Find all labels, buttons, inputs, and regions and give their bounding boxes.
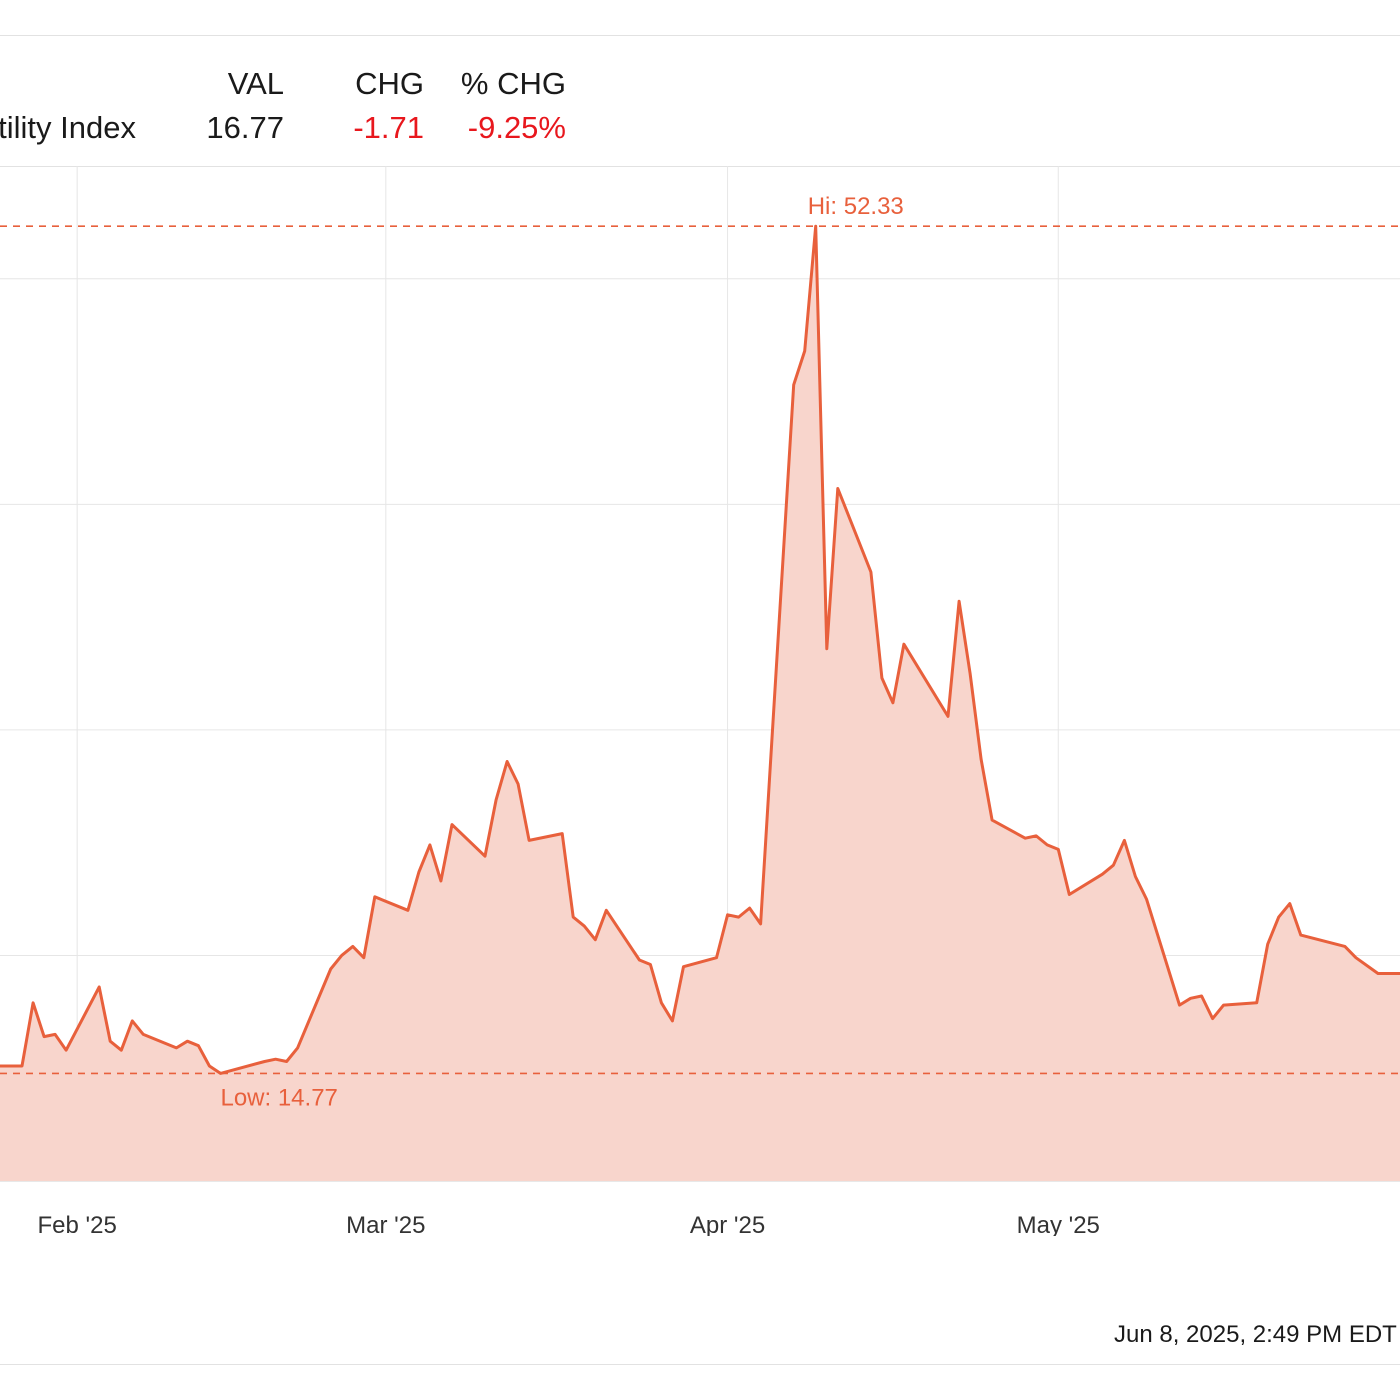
area-fill (0, 226, 1400, 1181)
header-divider (0, 166, 1400, 167)
quote-pct-change: -9.25% (467, 110, 566, 145)
vix-area-chart[interactable]: Feb '25 Mar '25 Apr '25 May '25 Hi: 52.33 Low… (0, 166, 1400, 1236)
timestamp-footer: Jun 8, 2025, 2:49 PM EDT Po (1114, 1321, 1400, 1348)
x-tick-label: Apr '25 (690, 1212, 765, 1236)
x-tick-label: Feb '25 (38, 1212, 117, 1236)
top-divider (0, 35, 1400, 36)
quote-change: -1.71 (353, 110, 424, 145)
bottom-divider (0, 1364, 1400, 1365)
quote-value: 16.77 (206, 110, 284, 145)
low-annotation-label: Low: 14.77 (220, 1084, 337, 1111)
header-val: VAL (227, 66, 284, 101)
x-tick-label: May '25 (1017, 1212, 1100, 1236)
header-chg: CHG (355, 66, 424, 101)
high-annotation-label: Hi: 52.33 (808, 193, 904, 220)
x-tick-label: Mar '25 (346, 1212, 425, 1236)
series-line (0, 224, 1400, 1075)
quote-table: VAL CHG % CHG tility Index 16.77 -1.71 -… (0, 66, 600, 156)
header-pct-chg: % CHG (460, 66, 566, 101)
instrument-name[interactable]: tility Index (0, 110, 136, 145)
